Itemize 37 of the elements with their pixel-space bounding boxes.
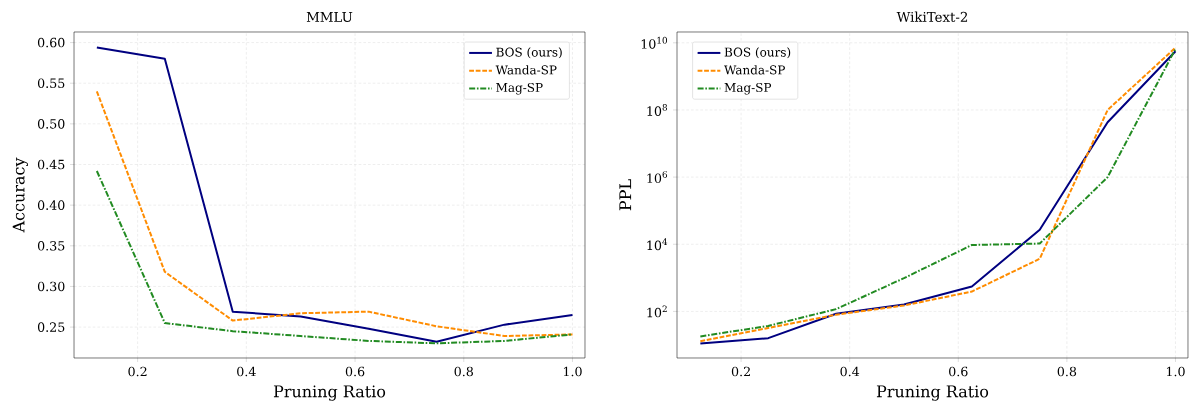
chart-title: MMLU xyxy=(306,12,353,22)
x-tick-label: 0.8 xyxy=(1057,366,1077,377)
x-tick-label: 0.4 xyxy=(237,366,256,377)
y-tick-label: 10$^{2}$ xyxy=(647,305,667,318)
legend-label: Wanda-SP xyxy=(724,65,785,75)
legend-label: BOS (ours) xyxy=(496,47,562,59)
line-series xyxy=(95,46,574,343)
x-tick-label: 0.2 xyxy=(128,366,147,377)
chart-title: WikiText-2 xyxy=(896,11,968,22)
x-tick-label: 0.8 xyxy=(454,366,473,377)
y-tick-label: 0.50 xyxy=(37,119,65,129)
x-tick-label: 0.6 xyxy=(345,366,365,377)
y-axis-title: Accuracy xyxy=(12,157,28,233)
x-tick-label: 1.0 xyxy=(1166,366,1185,377)
y-tick-label: 10$^{10}$ xyxy=(641,36,668,49)
y-tick-label: 10$^{4}$ xyxy=(647,238,668,251)
y-tick-label: 0.45 xyxy=(37,159,65,170)
x-axis-title: Pruning Ratio xyxy=(876,385,989,401)
x-tick-label: 0.2 xyxy=(731,366,750,377)
legend-label: BOS (ours) xyxy=(724,47,791,59)
line-series xyxy=(95,170,574,345)
y-tick-label: 0.55 xyxy=(37,78,65,89)
y-tick-label: 10$^{8}$ xyxy=(647,104,668,116)
x-tick-label: 0.4 xyxy=(840,366,860,377)
y-tick-label: 0.35 xyxy=(37,241,65,251)
legend-label: Mag-SP xyxy=(724,82,772,95)
legend-label: Mag-SP xyxy=(496,82,543,95)
x-axis-title: Pruning Ratio xyxy=(273,385,386,401)
y-tick-label: 0.40 xyxy=(37,200,65,210)
y-tick-label: 10$^{6}$ xyxy=(647,171,668,184)
y-tick-label: 0.30 xyxy=(37,281,65,292)
legend-label: Wanda-SP xyxy=(495,65,557,75)
x-tick-label: 1.0 xyxy=(563,366,582,377)
y-tick-label: 0.25 xyxy=(37,322,65,332)
y-axis-title: PPL xyxy=(619,179,632,211)
y-tick-label: 0.60 xyxy=(37,37,65,48)
x-tick-label: 0.6 xyxy=(949,366,968,377)
